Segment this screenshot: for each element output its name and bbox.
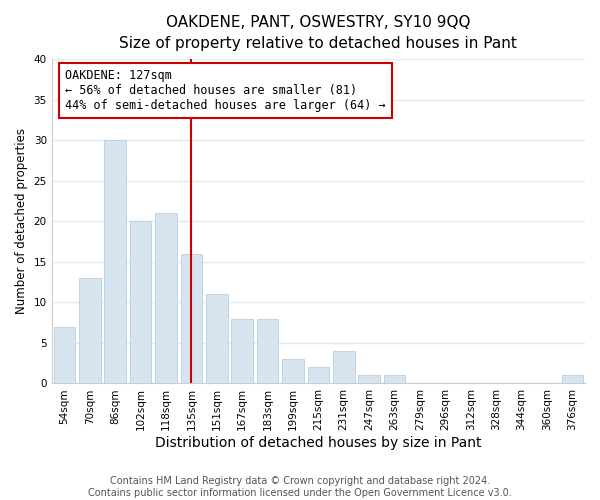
Bar: [206, 294, 227, 384]
Bar: [562, 376, 583, 384]
Bar: [181, 254, 202, 384]
Bar: [130, 222, 151, 384]
Bar: [358, 376, 380, 384]
Bar: [232, 318, 253, 384]
Bar: [333, 351, 355, 384]
Y-axis label: Number of detached properties: Number of detached properties: [15, 128, 28, 314]
Bar: [257, 318, 278, 384]
Bar: [53, 326, 75, 384]
X-axis label: Distribution of detached houses by size in Pant: Distribution of detached houses by size …: [155, 436, 482, 450]
Bar: [79, 278, 101, 384]
Bar: [155, 213, 177, 384]
Bar: [308, 367, 329, 384]
Bar: [282, 359, 304, 384]
Text: OAKDENE: 127sqm
← 56% of detached houses are smaller (81)
44% of semi-detached h: OAKDENE: 127sqm ← 56% of detached houses…: [65, 69, 386, 112]
Bar: [384, 376, 406, 384]
Title: OAKDENE, PANT, OSWESTRY, SY10 9QQ
Size of property relative to detached houses i: OAKDENE, PANT, OSWESTRY, SY10 9QQ Size o…: [119, 15, 517, 51]
Bar: [104, 140, 126, 384]
Text: Contains HM Land Registry data © Crown copyright and database right 2024.
Contai: Contains HM Land Registry data © Crown c…: [88, 476, 512, 498]
